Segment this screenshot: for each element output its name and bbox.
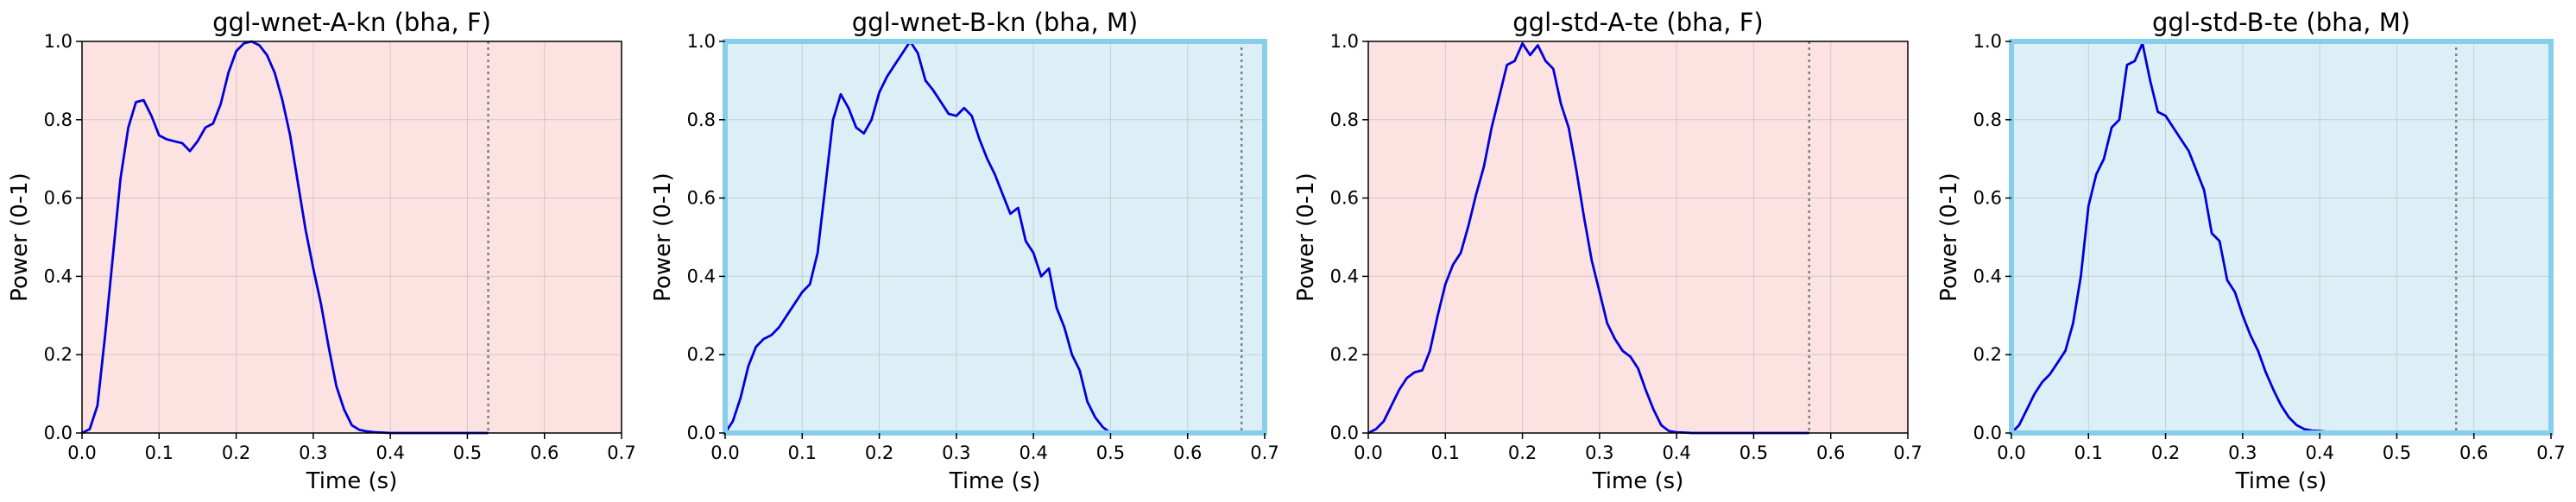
panel-1-frame (81, 41, 622, 434)
panel-1-power-line (81, 40, 489, 435)
panel-2-power-line (723, 40, 1112, 435)
panel-3-xtick-label-1: 0.1 (1431, 442, 1460, 463)
panel-2-ylabel: Power (0-1) (650, 173, 676, 302)
panel-4-ytick-label-3: 0.6 (1973, 188, 2002, 209)
panel-2-ytick-label-0: 0.0 (687, 423, 716, 443)
panel-1-xtick-label-6: 0.6 (530, 442, 559, 463)
panel-3-ytick-label-4: 0.8 (1330, 110, 1359, 130)
panel-1-xtick-label-1: 0.1 (145, 442, 174, 463)
panel-4-ytick-label-0: 0.0 (1973, 423, 2002, 443)
panel-1-ytick-label-0: 0.0 (44, 423, 73, 443)
panel-2-ytick-label-4: 0.8 (687, 110, 716, 130)
panel-4-xtick-label-2: 0.2 (2151, 442, 2180, 463)
panel-2-frame (723, 39, 1267, 436)
panel-2-xtick-label-6: 0.6 (1173, 442, 1202, 463)
panel-3-ytick-label-3: 0.6 (1330, 188, 1359, 209)
panel-2-xtick-label-0: 0.0 (710, 442, 739, 463)
panel-4-ytick-label-4: 0.8 (1973, 110, 2002, 130)
panel-3-ylabel: Power (0-1) (1293, 173, 1319, 302)
panel-4-ytick-label-2: 0.4 (1973, 266, 2002, 286)
panel-1-ylabel: Power (0-1) (7, 173, 33, 302)
panel-3-title: ggl-std-A-te (bha, F) (1512, 8, 1763, 37)
panel-4-xtick-label-7: 0.7 (2536, 442, 2565, 463)
panel-3-xtick-label-0: 0.0 (1354, 442, 1382, 463)
panel-1-plot-area (82, 41, 622, 433)
panel-4-ytick-label-1: 0.2 (1973, 344, 2002, 365)
panel-3-ytick-label-0: 0.0 (1330, 423, 1359, 443)
panel-1-ytick-label-1: 0.2 (44, 344, 73, 365)
panel-2-ytick-label-5: 1.0 (687, 31, 716, 52)
panel-3-ytick-label-2: 0.4 (1330, 266, 1359, 286)
panel-4-xtick-label-1: 0.1 (2074, 442, 2103, 463)
panel-4-xtick-label-6: 0.6 (2459, 442, 2488, 463)
panel-2-xtick-label-7: 0.7 (1250, 442, 1279, 463)
panel-2-xtick-label-3: 0.3 (942, 442, 970, 463)
panel-4-xtick-label-5: 0.5 (2383, 442, 2411, 463)
panel-1-ytick-label-5: 1.0 (44, 31, 73, 52)
panel-1-xlabel: Time (s) (306, 468, 398, 494)
panel-3-plot-area (1368, 41, 1908, 433)
panel-1-xtick-label-7: 0.7 (607, 442, 635, 463)
panel-3-xtick-label-6: 0.6 (1816, 442, 1845, 463)
panel-3-xtick-label-2: 0.2 (1508, 442, 1537, 463)
panel-3-xtick-label-3: 0.3 (1585, 442, 1613, 463)
panel-1-xtick-label-4: 0.4 (376, 442, 404, 463)
panel-2-xlabel: Time (s) (949, 468, 1041, 494)
panel-2-xtick-label-1: 0.1 (788, 442, 817, 463)
panel-2-ytick-label-2: 0.4 (687, 266, 716, 286)
panel-4-xlabel: Time (s) (2235, 468, 2327, 494)
panel-1-xtick-label-3: 0.3 (299, 442, 327, 463)
panel-4-xtick-label-3: 0.3 (2228, 442, 2257, 463)
panel-3-frame (1367, 41, 1909, 434)
panel-2-title: ggl-wnet-B-kn (bha, M) (852, 8, 1138, 37)
panel-1-xtick-label-2: 0.2 (222, 442, 250, 463)
panel-1-ytick-label-4: 0.8 (44, 110, 73, 130)
panel-4-ytick-label-5: 1.0 (1973, 31, 2002, 52)
panel-3-xtick-label-5: 0.5 (1739, 442, 1768, 463)
panel-4-xtick-label-4: 0.4 (2305, 442, 2333, 463)
panel-4-plot-area (2011, 41, 2551, 433)
panel-4-power-line (2010, 41, 2358, 435)
panel-1-xtick-label-0: 0.0 (67, 442, 96, 463)
panel-3-ytick-label-5: 1.0 (1330, 31, 1359, 52)
panel-4-xtick-label-0: 0.0 (1997, 442, 2025, 463)
panel-2-plot-area (725, 41, 1265, 433)
panel-4-title: ggl-std-B-te (bha, M) (2152, 8, 2410, 37)
panel-2-xtick-label-4: 0.4 (1019, 442, 1047, 463)
panel-2-ytick-label-3: 0.6 (687, 188, 716, 209)
panel-3-power-line (1367, 41, 1809, 435)
panel-2-ytick-label-1: 0.2 (687, 344, 716, 365)
panel-2-xtick-label-5: 0.5 (1096, 442, 1125, 463)
panel-4-frame (2009, 39, 2554, 436)
panel-4-ylabel: Power (0-1) (1936, 173, 1962, 302)
panel-3-xtick-label-4: 0.4 (1662, 442, 1690, 463)
panel-1-xtick-label-5: 0.5 (453, 442, 482, 463)
panel-1-ytick-label-3: 0.6 (44, 188, 73, 209)
panel-3-xtick-label-7: 0.7 (1893, 442, 1922, 463)
panel-1-title: ggl-wnet-A-kn (bha, F) (212, 8, 491, 37)
panel-1-ytick-label-2: 0.4 (44, 266, 73, 286)
panel-2-xtick-label-2: 0.2 (865, 442, 893, 463)
panel-3-xlabel: Time (s) (1592, 468, 1684, 494)
panel-3-ytick-label-1: 0.2 (1330, 344, 1359, 365)
